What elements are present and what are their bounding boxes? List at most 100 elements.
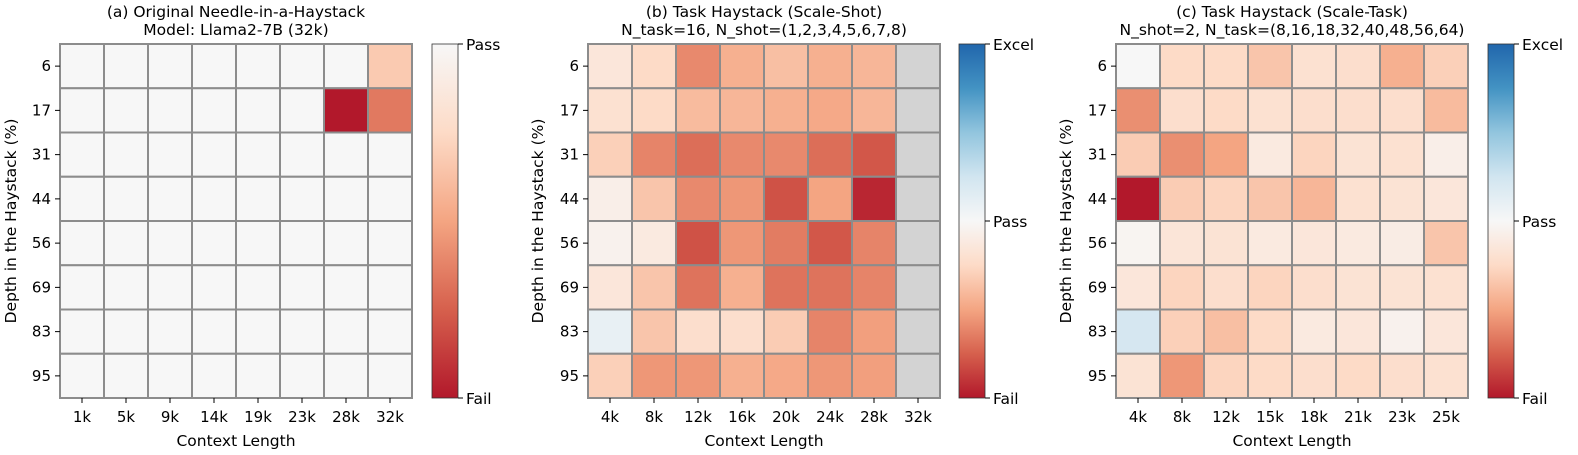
heatmap-cell	[1203, 264, 1249, 311]
heatmap-cell	[675, 131, 721, 178]
heatmap-cell	[103, 87, 149, 134]
heatmap-cell	[1423, 43, 1469, 90]
y-axis-label: Depth in the Haystack (%)	[2, 119, 20, 324]
heatmap-cell	[1291, 220, 1337, 267]
colorbar	[958, 43, 986, 399]
y-tick-labels: 6 17 31 44 56 69 83 95	[32, 57, 60, 385]
heatmap-cell	[763, 352, 809, 399]
heatmap-cell	[1247, 220, 1293, 267]
y-tick-labels: 6 17 31 44 56 69 83 95	[560, 57, 588, 385]
heatmap-cell	[631, 220, 677, 267]
heatmap-cell	[587, 264, 633, 311]
colorbar-label-fail: Fail	[466, 390, 492, 408]
heatmap-cell	[147, 87, 193, 134]
heatmap-cell	[323, 131, 369, 178]
colorbar	[431, 43, 459, 399]
heatmap-cell	[367, 131, 413, 178]
colorbar	[1487, 43, 1515, 399]
heatmap-cell	[323, 43, 369, 90]
x-tick-label: 8k	[645, 408, 664, 426]
heatmap-cell	[807, 87, 853, 134]
heatmap-cell	[675, 352, 721, 399]
y-tick-label: 17	[1088, 101, 1107, 119]
heatmap-cell	[719, 352, 765, 399]
heatmap-cell	[763, 308, 809, 355]
heatmap-cell	[1159, 131, 1205, 178]
heatmap-cell	[631, 175, 677, 222]
heatmap-cell	[631, 308, 677, 355]
y-tick-label: 83	[32, 323, 51, 341]
heatmap-cell	[103, 308, 149, 355]
heatmap-cell	[587, 352, 633, 399]
heatmap-cell	[895, 43, 941, 90]
heatmap-cell	[279, 131, 325, 178]
heatmap-cell	[147, 43, 193, 90]
heatmap-cell	[851, 43, 897, 90]
y-tick-label: 31	[560, 146, 579, 164]
heatmap-cell	[1335, 308, 1381, 355]
heatmap-cell	[675, 264, 721, 311]
heatmap-cell	[719, 220, 765, 267]
heatmap-cell	[807, 175, 853, 222]
heatmap-cell	[851, 131, 897, 178]
colorbar-label-pass: Pass	[466, 36, 500, 54]
x-tick-label: 16k	[728, 408, 756, 426]
heatmap-cell	[1335, 264, 1381, 311]
heatmap-cell	[279, 220, 325, 267]
x-tick-label: 20k	[772, 408, 800, 426]
y-tick-label: 95	[32, 367, 51, 385]
heatmap-cell	[807, 43, 853, 90]
heatmap-cell	[895, 131, 941, 178]
y-tick-label: 6	[569, 57, 579, 75]
heatmap-cell	[147, 264, 193, 311]
y-tick-label: 83	[560, 323, 579, 341]
y-tick-label: 95	[560, 367, 579, 385]
x-axis-label: Context Length	[1232, 432, 1351, 450]
heatmap-cell	[1115, 131, 1161, 178]
heatmap-cell	[675, 175, 721, 222]
heatmap-cell	[1291, 131, 1337, 178]
x-tick-label: 28k	[332, 408, 360, 426]
x-tick-label: 32k	[904, 408, 932, 426]
chart-subtitle: N_shot=2, N_task=(8,16,18,32,40,48,56,64…	[1120, 21, 1465, 40]
heatmap-cell	[1203, 352, 1249, 399]
heatmap-cell	[1335, 131, 1381, 178]
heatmap-cell	[675, 87, 721, 134]
heatmap-cell	[191, 308, 237, 355]
heatmap-cell	[1379, 308, 1425, 355]
heatmap-cell	[147, 220, 193, 267]
heatmap-cell	[851, 175, 897, 222]
heatmap-cell	[763, 131, 809, 178]
heatmap-cell	[1203, 43, 1249, 90]
y-tick-label: 31	[1088, 146, 1107, 164]
heatmap-cell	[191, 43, 237, 90]
heatmap-cell	[1379, 352, 1425, 399]
heatmap-cell	[1379, 87, 1425, 134]
heatmap-panel-c: (c) Task Haystack (Scale-Task) N_shot=2,…	[1057, 3, 1563, 450]
heatmap-cell	[675, 220, 721, 267]
heatmap-cell	[763, 175, 809, 222]
y-tick-label: 44	[32, 190, 51, 208]
heatmap-cell	[1423, 220, 1469, 267]
heatmap-cell	[1335, 43, 1381, 90]
heatmap-cell	[191, 352, 237, 399]
x-axis-label: Context Length	[704, 432, 823, 450]
heatmap-cell	[807, 308, 853, 355]
y-axis-label: Depth in the Haystack (%)	[529, 119, 547, 324]
heatmap-cell	[1115, 43, 1161, 90]
heatmap-cell	[279, 43, 325, 90]
heatmap-cell	[323, 175, 369, 222]
heatmap-cell	[1423, 131, 1469, 178]
x-tick-label: 32k	[376, 408, 404, 426]
heatmap-cell	[587, 175, 633, 222]
heatmap-cell	[191, 264, 237, 311]
heatmap-cell	[235, 175, 281, 222]
x-tick-label: 15k	[1256, 408, 1284, 426]
heatmap-cell	[367, 308, 413, 355]
heatmap-cell	[675, 308, 721, 355]
heatmap-cell	[191, 131, 237, 178]
heatmap-cell	[1379, 175, 1425, 222]
heatmap-cell	[895, 352, 941, 399]
x-tick-label: 25k	[1432, 408, 1460, 426]
heatmap-cell	[1115, 87, 1161, 134]
